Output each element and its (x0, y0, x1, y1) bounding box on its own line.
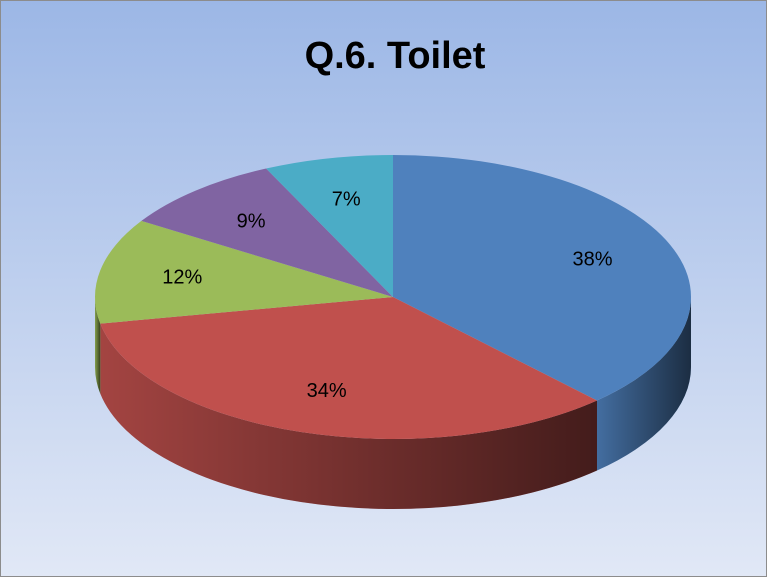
data-label: 12% (162, 267, 202, 289)
slice (393, 155, 692, 401)
chart-title: Q.6. Toilet (305, 35, 486, 77)
slice (94, 220, 393, 324)
data-label: 34% (307, 380, 347, 402)
slice (100, 297, 597, 439)
slice (266, 155, 393, 297)
slice-side-shade (100, 323, 597, 509)
slice (141, 168, 393, 297)
pie: 38% 34% 12% 9% 7% (94, 155, 692, 509)
data-label: 38% (572, 249, 612, 271)
data-label: 9% (237, 211, 266, 233)
slice-side-shade (596, 297, 691, 471)
slice-side-shade (95, 297, 101, 394)
data-label: 7% (332, 188, 361, 210)
